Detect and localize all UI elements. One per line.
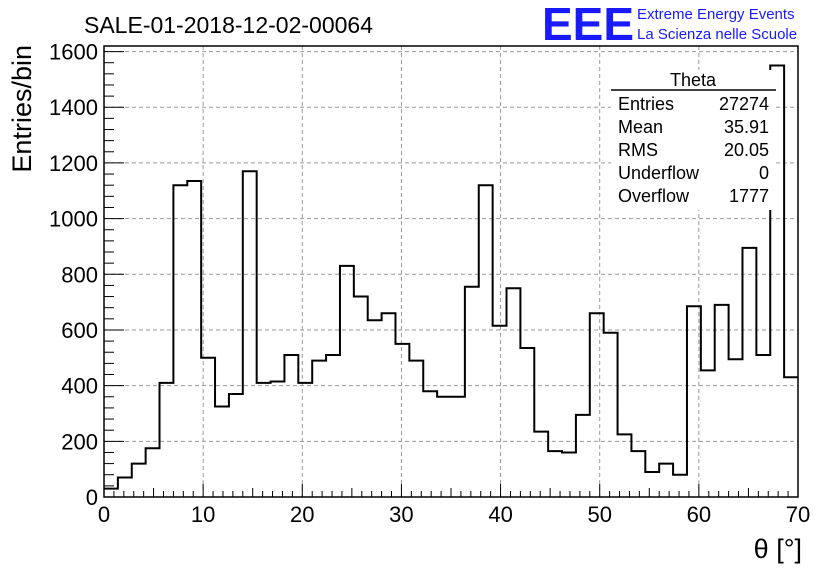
histogram-bin — [340, 266, 354, 497]
histogram-bin — [312, 361, 326, 497]
histogram-bin — [465, 287, 479, 497]
histogram-bin — [354, 297, 368, 497]
y-tick-label: 0 — [86, 485, 98, 510]
histogram-bin — [298, 383, 312, 497]
histogram-bin — [146, 448, 160, 497]
histogram-bin — [479, 185, 493, 497]
histogram-bin — [257, 383, 271, 497]
stats-value: 0 — [759, 163, 769, 183]
histogram-bin — [673, 475, 687, 497]
stats-label: RMS — [618, 140, 658, 160]
histogram-bin — [507, 288, 521, 497]
histogram-bin — [173, 185, 187, 497]
chart-title: SALE-01-2018-12-02-00064 — [84, 12, 373, 38]
histogram-bin — [742, 248, 756, 497]
histogram-bin — [368, 320, 382, 497]
x-tick-label: 60 — [687, 502, 711, 527]
stats-label: Overflow — [618, 186, 690, 206]
y-tick-label: 600 — [61, 318, 98, 343]
x-axis-label: θ [°] — [754, 534, 802, 564]
stats-label: Underflow — [618, 163, 700, 183]
histogram-bin — [715, 305, 729, 497]
histogram-bin — [756, 355, 770, 497]
x-tick-label: 30 — [389, 502, 413, 527]
histogram-bin — [631, 451, 645, 497]
histogram-line — [104, 64, 798, 490]
stats-label: Entries — [618, 94, 674, 114]
histogram-bin — [493, 326, 507, 497]
logo-line-2: La Scienza nelle Scuole — [637, 26, 797, 43]
x-tick-label: 10 — [191, 502, 215, 527]
x-tick-label: 40 — [488, 502, 512, 527]
x-tick-label: 50 — [587, 502, 611, 527]
histogram-bin — [409, 361, 423, 497]
y-tick-label: 1600 — [49, 40, 98, 65]
histogram-bin — [271, 381, 285, 497]
histogram-bin — [229, 394, 243, 497]
stats-value: 27274 — [719, 94, 769, 114]
x-axis: 0 10 20 30 40 50 60 70 — [98, 484, 810, 527]
histogram-bin — [382, 313, 396, 497]
stats-value: 1777 — [729, 186, 769, 206]
histogram-bin — [618, 434, 632, 497]
logo-main-text: EEE — [542, 0, 634, 50]
histogram-bin — [104, 489, 118, 497]
histogram-bin — [576, 415, 590, 497]
histogram-bin — [243, 171, 257, 497]
x-tick-label: 70 — [786, 502, 810, 527]
x-tick-label: 0 — [98, 502, 110, 527]
histogram-bin — [590, 313, 604, 497]
stats-value: 35.91 — [724, 117, 769, 137]
histogram-bin — [729, 359, 743, 497]
histogram-bin — [215, 407, 229, 497]
eee-logo: EEE Extreme Energy Events La Scienza nel… — [542, 0, 797, 50]
histogram-bin — [187, 181, 201, 497]
histogram-bin — [160, 383, 174, 497]
stats-box-title: Theta — [670, 70, 717, 90]
x-tick-label: 20 — [290, 502, 314, 527]
histogram-bin — [451, 397, 465, 497]
histogram-bin — [520, 348, 534, 497]
y-tick-label: 1200 — [49, 151, 98, 176]
y-tick-label: 200 — [61, 429, 98, 454]
histogram-bin — [645, 472, 659, 497]
histogram-bin — [604, 333, 618, 497]
histogram-bin — [423, 391, 437, 497]
y-axis-label: Entries/bin — [7, 45, 37, 173]
y-tick-label: 1000 — [49, 207, 98, 232]
histogram-bin — [784, 377, 798, 497]
grid — [104, 46, 798, 497]
histogram-bin — [118, 478, 132, 497]
histogram-bin — [701, 370, 715, 497]
histogram-bin — [562, 452, 576, 497]
logo-line-1: Extreme Energy Events — [637, 6, 795, 23]
stats-box-background — [611, 70, 776, 210]
histogram-bin — [659, 464, 673, 497]
y-axis: 0 200 400 600 800 1000 1200 1400 1600 — [49, 40, 124, 510]
stats-box: Theta Entries 27274 Mean 35.91 RMS 20.05 Under… — [611, 70, 776, 210]
histogram-bin — [395, 344, 409, 497]
stats-value: 20.05 — [724, 140, 769, 160]
y-tick-label: 800 — [61, 262, 98, 287]
histogram-bin — [437, 397, 451, 497]
histogram-bin — [284, 355, 298, 497]
stats-label: Mean — [618, 117, 663, 137]
y-tick-label: 1400 — [49, 95, 98, 120]
y-tick-label: 400 — [61, 374, 98, 399]
histogram-series — [104, 64, 798, 497]
histogram-bin — [326, 355, 340, 497]
